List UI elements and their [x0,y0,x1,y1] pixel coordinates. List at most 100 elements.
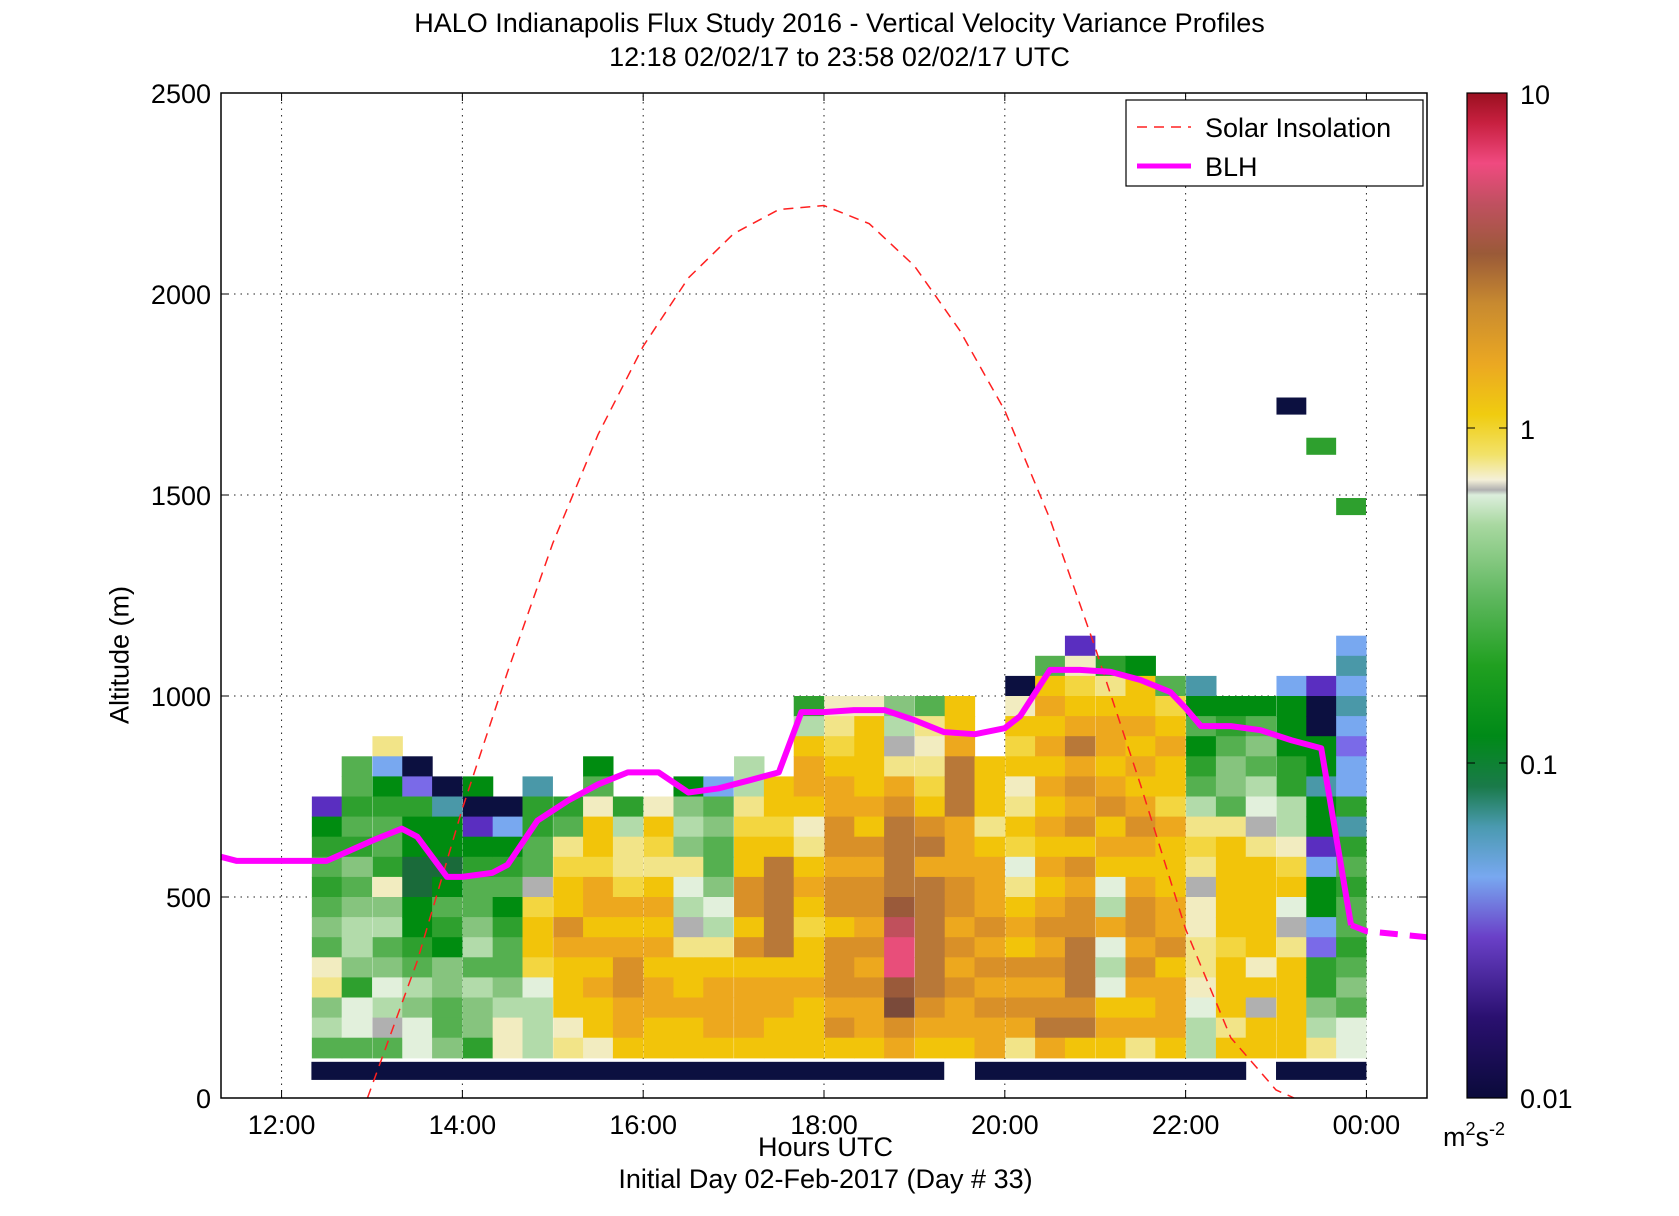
heatmap-cell [553,997,584,1019]
heatmap-cell [1245,776,1277,798]
heatmap-cell [1035,816,1066,838]
heatmap-cell [763,897,795,918]
heatmap-cell [824,736,855,757]
heatmap-cell [1336,776,1367,798]
heatmap-cell [703,836,734,858]
heatmap-cell [1005,876,1036,898]
heatmap-cell [974,917,1005,938]
heatmap-cell [583,1037,614,1059]
heatmap-cell [944,836,976,858]
heatmap-cell [1155,756,1186,777]
heatmap-cell [1064,1037,1096,1059]
heatmap-cell [1276,796,1307,818]
heatmap-cell [824,917,855,938]
heatmap-cell [673,917,704,938]
heatmap-cell [974,836,1005,858]
heatmap-cell [372,1017,403,1039]
heatmap-cell [884,1037,915,1059]
heatmap-cell [793,756,825,777]
heatmap-cell [854,756,885,777]
heatmap-cell [1336,1037,1367,1059]
heatmap-cell [1276,816,1307,838]
heatmap-cell [734,756,765,777]
heatmap-cell [824,836,855,858]
heatmap-cell [583,997,614,1019]
heatmap-cell [612,1017,644,1039]
heatmap-cell [1245,997,1277,1019]
heatmap-cell [734,856,765,878]
heatmap-cell [522,957,553,978]
heatmap-cell [612,1037,644,1059]
heatmap-cell [974,756,1005,777]
y-tick-label: 2500 [151,79,211,109]
heatmap-cell [1095,997,1127,1019]
heatmap-cell [492,977,524,999]
colorbar-tick-01: 0.1 [1520,750,1558,780]
heatmap-cell [432,856,463,878]
heatmap-cell [341,856,373,878]
heatmap-cell [884,917,915,938]
blh-line [220,666,1355,926]
heatmap-cell [974,816,1005,838]
heatmap-cell [824,997,855,1019]
colorbar-gradient [1466,92,1508,1099]
heatmap-cell [1005,977,1036,999]
heatmap-cell [583,977,614,999]
heatmap-cell [372,776,403,798]
heatmap-cell [1276,997,1307,1019]
heatmap-cell [1276,776,1307,798]
heatmap-cell [1245,836,1277,858]
heatmap-cell [1245,876,1277,898]
heatmap-cell [492,937,524,958]
heatmap-cell [1215,977,1247,999]
heatmap-cell [763,876,795,898]
heatmap-cell [1306,937,1337,958]
isolated-cell [1336,498,1366,516]
heatmap-cell [432,937,463,958]
heatmap-cell [824,856,855,878]
heatmap-cell [884,957,915,978]
heatmap-cell [824,776,855,798]
heatmap-cell [1155,1017,1186,1039]
heatmap-cell [341,997,373,1019]
heatmap-cell [1155,876,1186,898]
heatmap-cell [1035,696,1066,717]
heatmap-cell [1215,756,1247,777]
heatmap-cell [1155,816,1186,838]
heatmap-cell [793,997,825,1019]
heatmap-cell [1306,816,1337,838]
heatmap-cell [643,997,675,1019]
colorbar-unit: m2s-2 [1443,1119,1505,1152]
heatmap-cell [1306,977,1337,999]
heatmap-cell [1064,957,1096,978]
heatmap-cell [432,977,463,999]
heatmap-cell [1186,816,1217,838]
heatmap-cell [402,957,433,978]
heatmap-cell [432,816,463,838]
heatmap-cell [1245,816,1277,838]
heatmap-cell [824,957,855,978]
heatmap-cell [854,796,885,818]
heatmap-cell [553,937,584,958]
heatmap-cell [793,776,825,798]
heatmap-cell [553,897,584,918]
heatmap-cell [763,977,795,999]
heatmap-cell [612,876,644,898]
heatmap-cell [824,716,855,737]
heatmap-cell [1064,997,1096,1019]
heatmap-cell [522,856,553,878]
heatmap-cell [612,977,644,999]
heatmap-cell [1005,675,1036,697]
heatmap-cell [1125,997,1156,1019]
heatmap-cell [1005,856,1036,878]
heatmap-cell [734,1017,765,1039]
heatmap-cell [462,977,494,999]
isolated-cell [1276,397,1307,415]
heatmap-cell [462,1037,494,1059]
heatmap-cell [402,756,433,777]
heatmap-cell [462,816,494,838]
heatmap-cell [1095,977,1127,999]
heatmap-cell [703,816,734,838]
heatmap-cell [1095,796,1127,818]
